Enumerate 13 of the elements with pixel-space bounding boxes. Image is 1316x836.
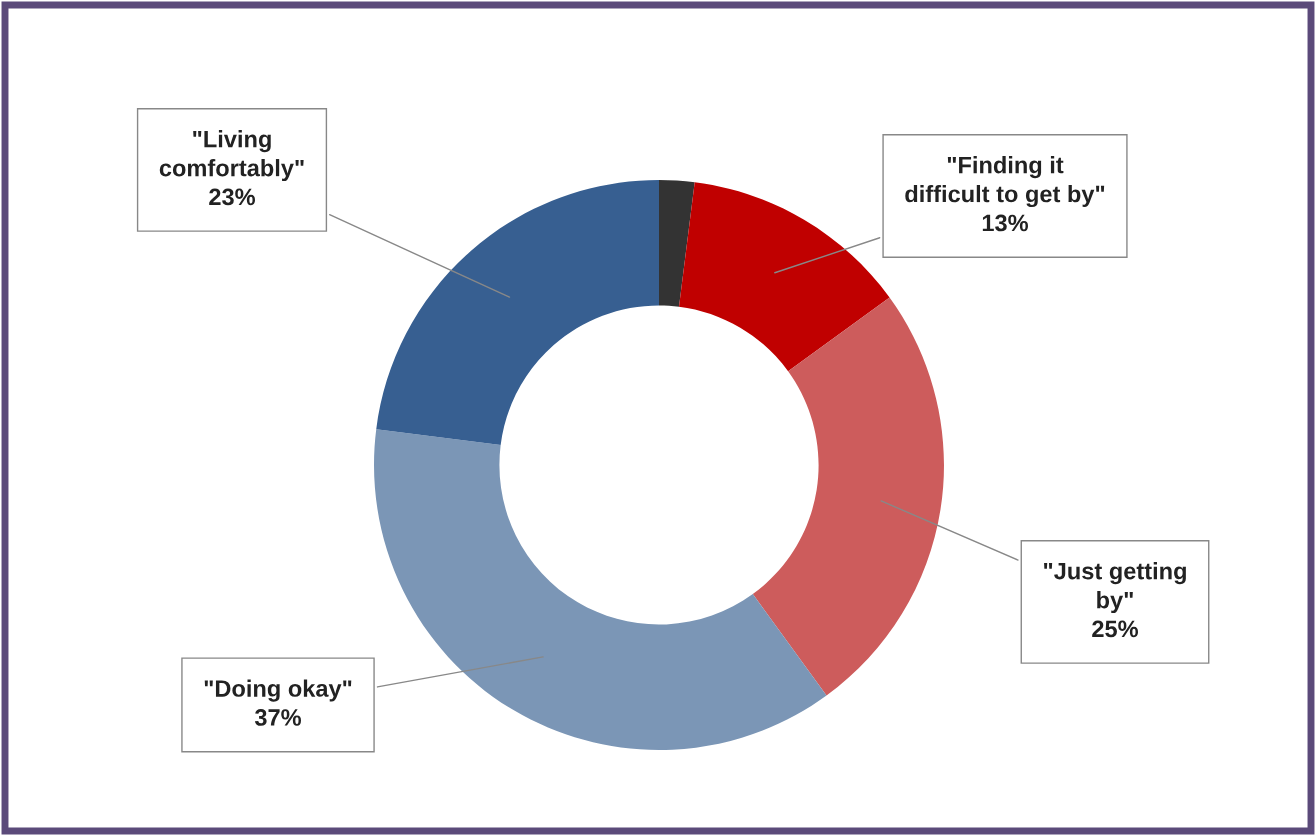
data-label: 37% [254,709,302,726]
data-label: 23% [209,188,256,206]
slice-label: "Doing okay" [204,679,352,702]
data-label: 25% [1092,620,1139,638]
slice-label: "Just getting by" [1044,562,1186,614]
donut-slice [374,429,827,750]
slice-label: "Living comfortably" [159,130,304,182]
donut-slice [752,297,944,696]
data-label: 13% [982,214,1029,232]
donut-slice [659,180,695,307]
donut-slice [376,180,659,445]
donut-slice [679,182,890,372]
slice-label: "Finding it difficult to get by" [905,156,1105,208]
